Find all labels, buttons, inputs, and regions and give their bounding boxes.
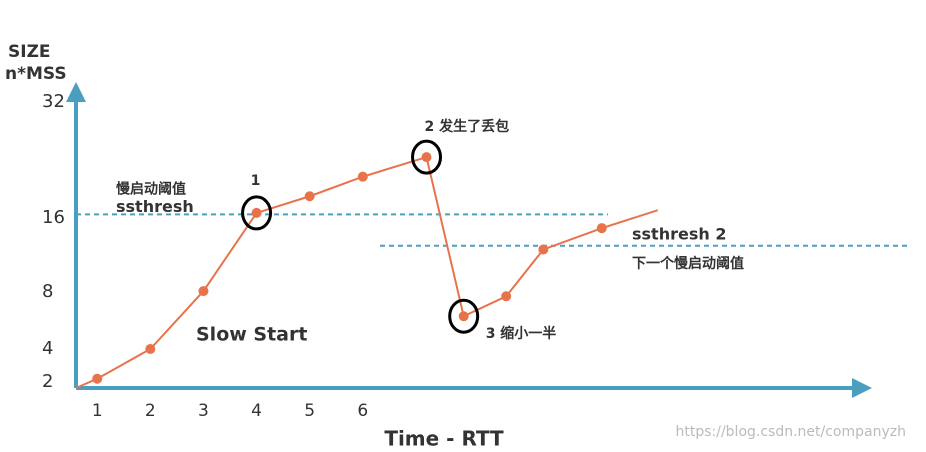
point bbox=[357, 171, 368, 182]
annotation: 3 缩小一半 bbox=[486, 325, 557, 342]
watermark: https://blog.csdn.net/companyzh bbox=[675, 424, 906, 440]
x-tick-label: 3 bbox=[198, 401, 209, 421]
x-label: Time - RTT bbox=[384, 427, 504, 451]
point bbox=[596, 223, 607, 234]
threshold-label: ssthresh bbox=[116, 197, 194, 216]
point bbox=[458, 311, 469, 322]
highlight-circle bbox=[411, 139, 443, 175]
line-tail bbox=[601, 209, 659, 230]
point bbox=[421, 152, 432, 163]
x-tick-label: 5 bbox=[304, 401, 315, 421]
highlight-circle bbox=[448, 298, 480, 334]
point bbox=[304, 191, 315, 202]
point bbox=[92, 373, 103, 384]
y-tick-label: 16 bbox=[42, 207, 65, 228]
point bbox=[145, 344, 156, 354]
y-label: n*MSS bbox=[5, 64, 67, 84]
threshold-label: 慢启动阈值 bbox=[116, 180, 186, 197]
y-tick-label: 32 bbox=[42, 91, 65, 112]
y-tick-label: 2 bbox=[42, 371, 53, 392]
point bbox=[251, 207, 262, 218]
threshold-label: ssthresh 2 bbox=[632, 224, 726, 243]
x-tick-label: 2 bbox=[145, 401, 156, 421]
x-tick-label: 4 bbox=[251, 401, 262, 421]
y-label: SIZE bbox=[8, 42, 51, 62]
y-tick-label: 8 bbox=[42, 281, 53, 302]
y-tick-label: 4 bbox=[42, 338, 53, 359]
annotation: 1 bbox=[251, 173, 261, 189]
point bbox=[198, 286, 209, 297]
highlight-circle bbox=[241, 195, 273, 231]
threshold-label: 下一个慢启动阈值 bbox=[632, 255, 744, 272]
x-tick-label: 6 bbox=[357, 401, 368, 421]
point bbox=[501, 291, 512, 302]
x-tick-label: 1 bbox=[92, 401, 103, 421]
annotation: Slow Start bbox=[196, 324, 307, 346]
annotation: 2 发生了丢包 bbox=[425, 118, 510, 135]
point bbox=[538, 244, 549, 255]
